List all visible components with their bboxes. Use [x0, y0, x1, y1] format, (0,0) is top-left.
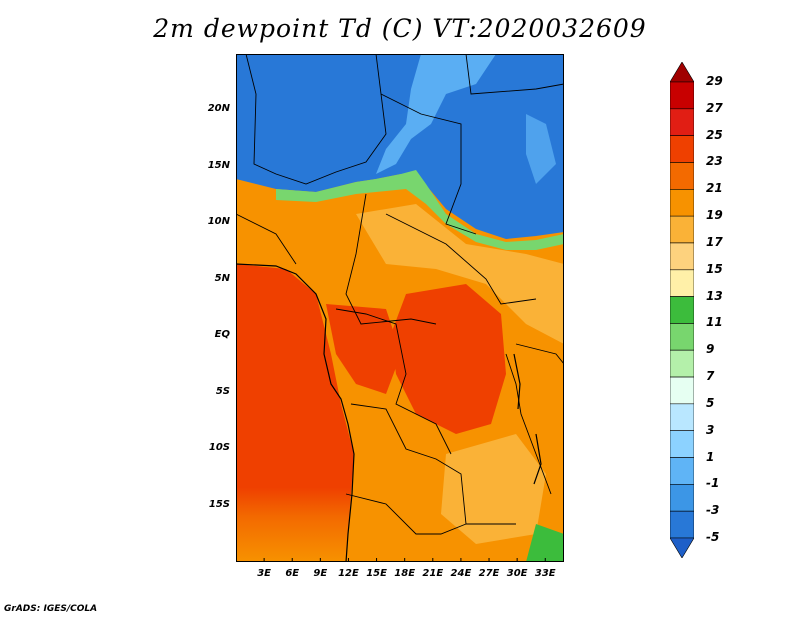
colorbar-segment	[670, 269, 694, 297]
colorbar-segment	[670, 188, 694, 217]
grads-credit: GrADS: IGES/COLA	[4, 604, 98, 614]
colorbar-segment	[670, 135, 694, 163]
lon-label: 21E	[422, 568, 444, 579]
colorbar-segment	[670, 242, 694, 271]
border-line	[505, 353, 552, 495]
colorbar-label: 11	[706, 315, 723, 330]
border-line	[345, 193, 437, 325]
lat-label: 15S	[208, 498, 230, 510]
colorbar-label: -3	[706, 503, 720, 518]
colorbar-segment	[670, 484, 694, 512]
lat-label: 5N	[214, 272, 230, 284]
map-title: 2m dewpoint Td (C) VT:2020032609	[153, 14, 647, 43]
colorbar-label: 15	[706, 261, 723, 276]
colorbar-label: 29	[706, 74, 723, 88]
colorbar-segment	[670, 537, 694, 558]
lat-label: 5S	[215, 385, 230, 397]
colorbar-segment	[670, 81, 694, 110]
lon-label: 6E	[285, 568, 300, 579]
lon-label: 9E	[313, 568, 328, 579]
map-frame	[236, 54, 564, 562]
colorbar-segment	[670, 430, 694, 458]
transition-green-band	[276, 170, 564, 250]
lon-label: 15E	[366, 568, 387, 579]
highland-moist-region	[376, 54, 496, 174]
colorbar-segment	[670, 162, 694, 190]
colorbar-segment	[670, 403, 694, 432]
colorbar-label: 5	[706, 395, 715, 410]
colorbar-segment	[670, 349, 694, 378]
coastline	[236, 263, 355, 562]
colorbar-label: 17	[706, 234, 723, 249]
lon-label: 18E	[394, 568, 416, 579]
lat-label: 10N	[207, 216, 230, 228]
colorbar-segment	[670, 108, 694, 136]
colorbar-label: 9	[706, 342, 715, 357]
lon-label: 30E	[506, 568, 528, 579]
colorbar	[670, 62, 694, 558]
lat-label: EQ	[214, 329, 230, 341]
colorbar-segment	[670, 62, 694, 83]
colorbar-label: 25	[706, 127, 723, 142]
border-line	[335, 308, 452, 455]
colorbar-segment	[670, 457, 694, 485]
southeast-highlands	[526, 524, 564, 562]
lat-label: 15N	[207, 159, 230, 171]
lon-label: 12E	[338, 568, 359, 579]
lat-label: 10S	[208, 442, 230, 454]
lake-outline	[533, 433, 542, 485]
central-humid-region	[326, 304, 401, 394]
colorbar-label: 19	[706, 208, 723, 223]
colorbar-label: 23	[706, 154, 723, 169]
colorbar-label: 27	[706, 100, 723, 115]
colorbar-label: -1	[706, 476, 720, 491]
colorbar-segment	[670, 323, 694, 351]
coastlines	[236, 263, 542, 562]
colorbar-segment	[670, 510, 694, 539]
border-line	[515, 343, 564, 365]
colorbar-segment	[670, 296, 694, 324]
colorbar-label: 7	[706, 369, 715, 384]
lon-tick-marks	[263, 558, 546, 562]
savanna-zone	[356, 204, 564, 344]
border-line	[245, 54, 387, 185]
colorbar-label: -5	[706, 530, 720, 544]
lat-label: 20N	[207, 103, 230, 115]
congo-basin	[391, 284, 506, 434]
colorbar-label: 3	[706, 422, 715, 437]
lon-label: 24E	[450, 568, 472, 579]
dewpoint-map	[236, 54, 564, 562]
country-borders	[236, 54, 564, 535]
lon-label: 3E	[257, 568, 271, 579]
southeast-savanna	[441, 434, 546, 544]
colorbar-label: 1	[706, 449, 715, 464]
lon-label: 27E	[478, 568, 500, 579]
colorbar-segment	[670, 215, 694, 244]
lon-label: 33E	[534, 568, 556, 579]
border-line	[345, 493, 467, 535]
colorbar-segment	[670, 376, 694, 405]
colorbar-label: 13	[706, 288, 723, 303]
border-line	[465, 54, 564, 95]
colorbar-label: 21	[706, 181, 723, 196]
lake-outline	[513, 353, 521, 410]
border-line	[236, 213, 297, 265]
eastern-highland-region	[526, 114, 556, 184]
border-line	[380, 93, 477, 235]
border-line	[385, 213, 537, 305]
